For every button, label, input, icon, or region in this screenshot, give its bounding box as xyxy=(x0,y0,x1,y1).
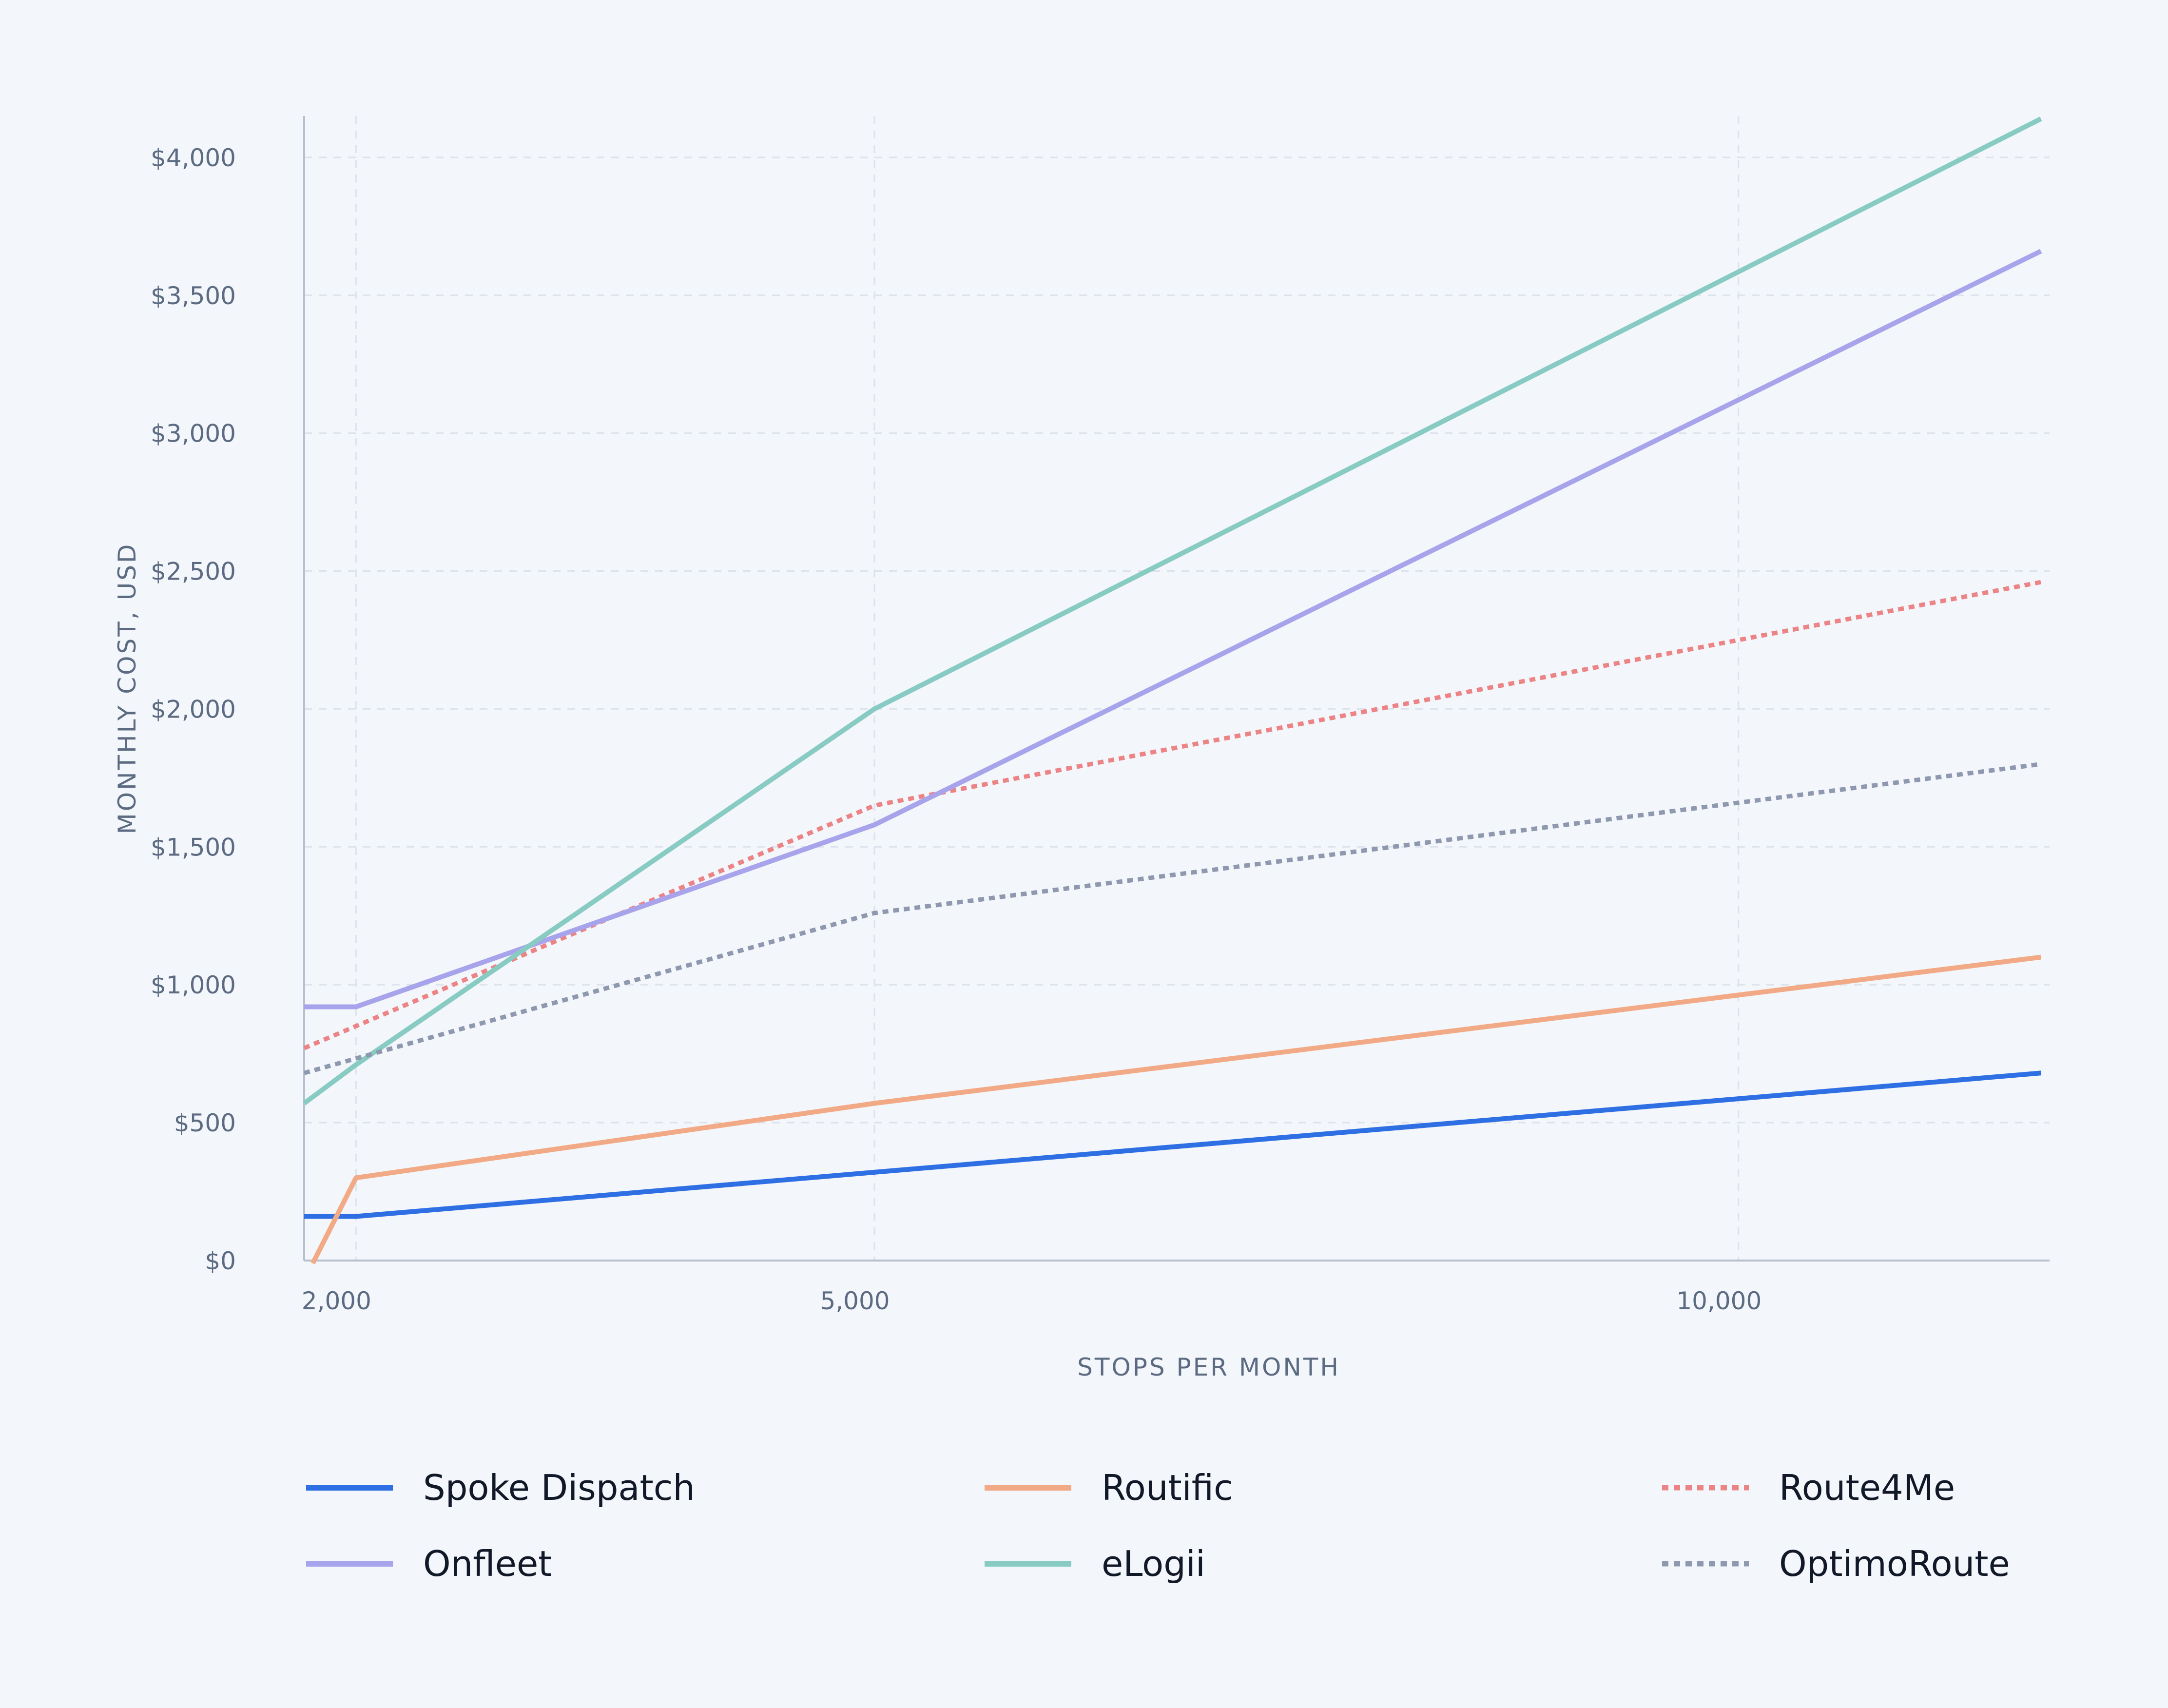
series-line-routific xyxy=(310,954,2041,1264)
legend-label: Onfleet xyxy=(423,1543,552,1584)
series-line-route4me xyxy=(303,580,2042,1050)
x-tick-label: 2,000 xyxy=(302,1287,371,1315)
series-lines xyxy=(303,116,2042,1264)
legend-label: Routific xyxy=(1102,1467,1233,1508)
y-tick-label: $0 xyxy=(205,1247,236,1275)
legend-item: OptimoRoute xyxy=(1662,1543,2010,1584)
series-line-spoke-dispatch xyxy=(304,1070,2041,1219)
legend-item: Onfleet xyxy=(306,1543,552,1584)
grid xyxy=(304,116,2050,1261)
y-tick-label: $3,500 xyxy=(151,282,236,310)
y-tick-labels: $0 $500 $1,000 $1,500 $2,000 $2,500 $3,000 $3,5… xyxy=(151,144,236,1275)
y-axis-title: MONTHLY COST, USD xyxy=(113,543,141,835)
legend-item: Routific xyxy=(985,1467,1233,1508)
x-tick-labels: 2,000 5,000 10,000 xyxy=(302,1287,1762,1315)
x-axis-title: STOPS PER MONTH xyxy=(1077,1353,1340,1381)
series-line-onfleet xyxy=(304,249,2042,1009)
legend-item: eLogii xyxy=(985,1543,1205,1584)
y-tick-label: $1,500 xyxy=(151,833,236,861)
y-tick-label: $3,000 xyxy=(151,420,236,448)
x-tick-label: 5,000 xyxy=(820,1287,890,1315)
x-tick-label: 10,000 xyxy=(1676,1287,1762,1315)
series-line-optimoroute xyxy=(303,762,2041,1075)
y-tick-label: $2,500 xyxy=(151,558,236,586)
y-tick-label: $2,000 xyxy=(151,695,236,723)
series-line-elogii xyxy=(303,116,2042,1106)
legend-label: Spoke Dispatch xyxy=(423,1467,695,1508)
legend-label: Route4Me xyxy=(1779,1467,1955,1508)
legend-item: Route4Me xyxy=(1662,1467,1955,1508)
legend-item: Spoke Dispatch xyxy=(306,1467,695,1508)
legend: Spoke Dispatch Routific Route4Me Onfleet eLo… xyxy=(306,1467,2010,1584)
legend-label: eLogii xyxy=(1102,1543,1205,1584)
y-tick-label: $4,000 xyxy=(151,144,236,172)
legend-label: OptimoRoute xyxy=(1779,1543,2010,1584)
axes xyxy=(303,116,2050,1262)
y-tick-label: $1,000 xyxy=(151,971,236,999)
y-tick-label: $500 xyxy=(174,1109,236,1137)
